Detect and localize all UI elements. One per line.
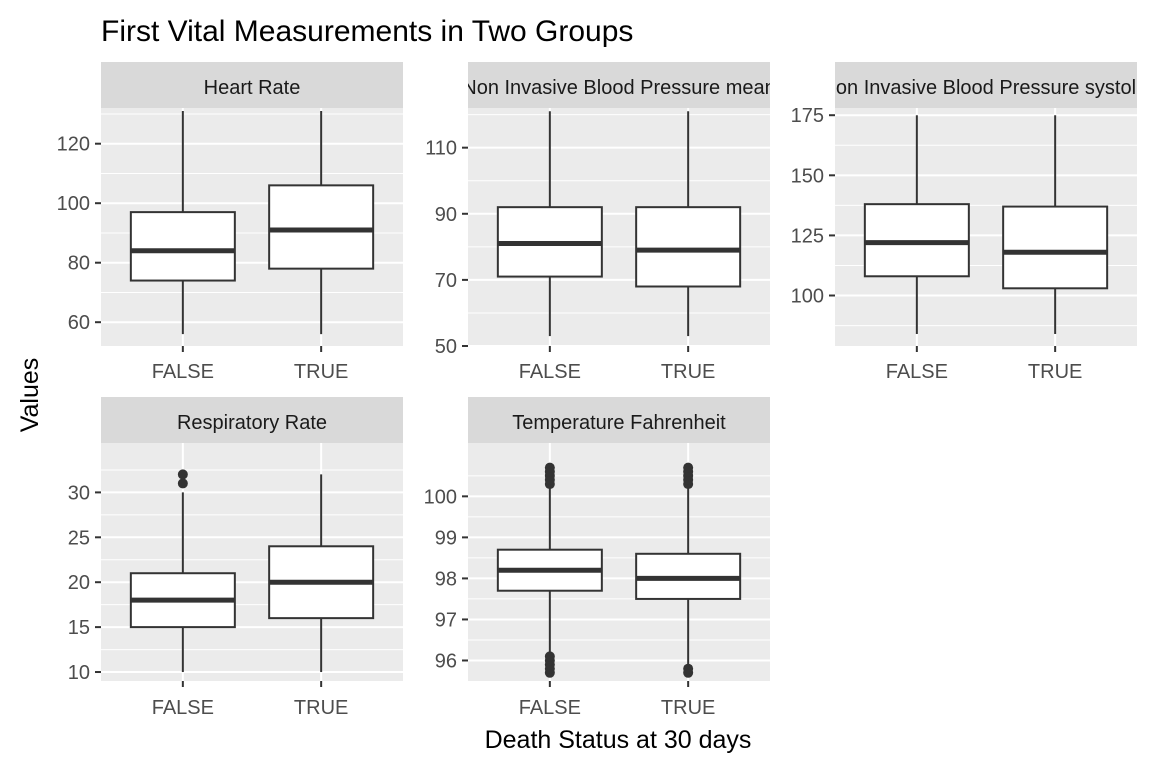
y-tick-label: 90 xyxy=(435,204,457,226)
y-tick-label: 100 xyxy=(57,193,90,215)
y-tick-label: 99 xyxy=(435,527,457,549)
outlier-point xyxy=(177,478,188,489)
y-tick-label: 10 xyxy=(68,662,90,684)
facet-strip xyxy=(101,62,403,108)
y-tick-label: 96 xyxy=(435,650,457,672)
facet-strip-label: Temperature Fahrenheit xyxy=(512,412,726,434)
y-tick-label: 150 xyxy=(791,165,824,187)
y-tick-label: 70 xyxy=(435,270,457,292)
box xyxy=(635,206,742,288)
outlier-point xyxy=(544,462,555,473)
box xyxy=(129,211,236,282)
facet-strip-label: Non Invasive Blood Pressure systolic xyxy=(821,77,1150,99)
y-tick-label: 120 xyxy=(57,134,90,156)
x-tick-label: TRUE xyxy=(661,697,715,719)
chart-title: First Vital Measurements in Two Groups xyxy=(101,15,633,48)
x-tick-label: FALSE xyxy=(519,697,581,719)
y-tick-label: 15 xyxy=(68,617,90,639)
x-tick-label: FALSE xyxy=(152,361,214,383)
y-tick-label: 100 xyxy=(791,286,824,308)
y-tick-label: 60 xyxy=(68,312,90,334)
y-tick-label: 100 xyxy=(424,486,457,508)
y-tick-label: 125 xyxy=(791,225,824,247)
x-tick-label: FALSE xyxy=(519,361,581,383)
outlier-point xyxy=(177,469,188,480)
y-tick-label: 50 xyxy=(435,336,457,358)
facet-strip xyxy=(835,62,1137,108)
facet-strip-label: Respiratory Rate xyxy=(177,412,327,434)
x-axis-title: Death Status at 30 days xyxy=(485,726,752,754)
y-tick-label: 30 xyxy=(68,482,90,504)
facet-strip xyxy=(468,62,770,108)
y-tick-label: 80 xyxy=(68,253,90,275)
y-tick-label: 20 xyxy=(68,572,90,594)
facet-strip xyxy=(468,397,770,443)
x-tick-label: TRUE xyxy=(294,697,348,719)
x-tick-label: TRUE xyxy=(294,361,348,383)
box xyxy=(268,184,375,270)
x-tick-label: TRUE xyxy=(1028,361,1082,383)
facet-strip xyxy=(101,397,403,443)
x-tick-label: TRUE xyxy=(661,361,715,383)
outlier-point xyxy=(544,651,555,662)
facet-panel: Heart Rate 60 80 100 120 FALSE TRUE xyxy=(57,62,403,383)
x-tick-label: FALSE xyxy=(886,361,948,383)
facet-panel: Temperature Fahrenheit 96 97 98 99 100 FALSE TR… xyxy=(424,397,770,719)
outlier-point xyxy=(683,462,694,473)
facet-strip-label: Heart Rate xyxy=(204,77,301,99)
facet-panel: Non Invasive Blood Pressure systolic 100 1… xyxy=(791,62,1150,383)
facet-panel: Respiratory Rate 10 15 20 25 30 FALSE TRUE xyxy=(68,397,403,719)
box xyxy=(1002,205,1109,290)
y-tick-label: 175 xyxy=(791,105,824,127)
y-tick-label: 97 xyxy=(435,609,457,631)
x-tick-label: FALSE xyxy=(152,697,214,719)
y-tick-label: 25 xyxy=(68,527,90,549)
facet-panel: Non Invasive Blood Pressure mean 50 70 90 11… xyxy=(425,62,776,383)
outlier-point xyxy=(683,663,694,674)
y-tick-label: 110 xyxy=(425,138,457,160)
facet-strip-label: Non Invasive Blood Pressure mean xyxy=(462,77,776,99)
y-tick-label: 98 xyxy=(435,568,457,590)
y-axis-title: Values xyxy=(16,358,44,433)
